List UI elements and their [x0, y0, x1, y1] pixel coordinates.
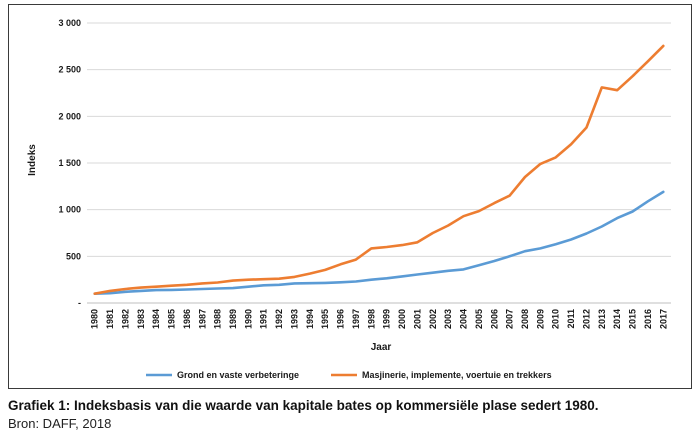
- y-axis-title: Indeks: [27, 144, 38, 176]
- x-axis-title: Jaar: [371, 342, 392, 353]
- x-axis-ticks: 1980 1981 1982 1983 1984 1985 1986 1987 1988 1989…: [90, 309, 669, 329]
- x-tick-label: 2001: [412, 309, 422, 329]
- x-tick-label: 2015: [628, 309, 638, 329]
- caption-source: Bron: DAFF, 2018: [8, 416, 112, 431]
- x-tick-label: 1983: [136, 309, 146, 329]
- chart-frame: -500 1 000 1 500 2 000 2 500 3 000 1980 1981 19…: [8, 4, 692, 389]
- x-tick-label: 1996: [336, 309, 346, 329]
- y-tick-label: 2 000: [58, 111, 81, 121]
- series-line-grond: [93, 190, 665, 296]
- x-tick-label: 1984: [151, 309, 161, 329]
- x-tick-label: 2010: [551, 309, 561, 329]
- x-tick-label: 1990: [243, 309, 253, 329]
- x-tick-label: 1993: [289, 309, 299, 329]
- y-tick-label: 2 500: [58, 65, 81, 75]
- x-tick-label: 2012: [581, 309, 591, 329]
- legend-label-masjinerie: Masjinerie, implemente, voertuie en trek…: [362, 370, 552, 380]
- x-tick-label: 2011: [566, 309, 576, 329]
- x-tick-label: 2008: [520, 309, 530, 329]
- y-tick-label: 1 500: [58, 158, 81, 168]
- legend: Grond en vaste verbeteringe Masjinerie, …: [146, 370, 552, 380]
- x-tick-label: 2014: [612, 309, 622, 329]
- x-tick-label: 1998: [366, 309, 376, 329]
- y-tick-label: 3 000: [58, 18, 81, 28]
- x-tick-label: 1982: [120, 309, 130, 329]
- x-tick-label: 1994: [305, 309, 315, 329]
- x-tick-label: 1991: [259, 309, 269, 329]
- x-tick-label: 2005: [474, 309, 484, 329]
- x-tick-label: 1986: [182, 309, 192, 329]
- x-tick-label: 1992: [274, 309, 284, 329]
- x-tick-label: 1997: [351, 309, 361, 329]
- legend-label-grond: Grond en vaste verbeteringe: [177, 370, 299, 380]
- series-lines: [93, 44, 665, 296]
- x-tick-label: 2017: [658, 309, 668, 329]
- x-tick-label: 2000: [397, 309, 407, 329]
- y-axis-ticks: - 500 1 000 1 500 2 000 2 500 3 000: [58, 18, 81, 308]
- y-tick-label: 500: [66, 251, 81, 261]
- x-tick-label: 2002: [428, 309, 438, 329]
- x-tick-label: 2016: [643, 309, 653, 329]
- x-tick-label: 1989: [228, 309, 238, 329]
- x-tick-label: 1981: [105, 309, 115, 329]
- caption-title: Grafiek 1: Indeksbasis van die waarde va…: [8, 398, 599, 413]
- x-tick-label: 2003: [443, 309, 453, 329]
- x-tick-label: 2007: [505, 309, 515, 329]
- x-tick-label: 1980: [90, 309, 100, 329]
- y-tick-label: 1 000: [58, 205, 81, 215]
- series-line-masjinerie: [93, 44, 665, 296]
- x-tick-label: 2006: [489, 309, 499, 329]
- x-tick-label: 1987: [197, 309, 207, 329]
- x-tick-label: 1988: [213, 309, 223, 329]
- y-tick-label: -: [78, 298, 81, 308]
- figure-caption: Grafiek 1: Indeksbasis van die waarde va…: [8, 397, 698, 433]
- x-tick-label: 1999: [382, 309, 392, 329]
- x-tick-label: 2013: [597, 309, 607, 329]
- x-tick-label: 2009: [535, 309, 545, 329]
- x-tick-label: 1985: [167, 309, 177, 329]
- gridlines: [87, 22, 671, 304]
- x-tick-label: 2004: [459, 309, 469, 329]
- x-tick-label: 1995: [320, 309, 330, 329]
